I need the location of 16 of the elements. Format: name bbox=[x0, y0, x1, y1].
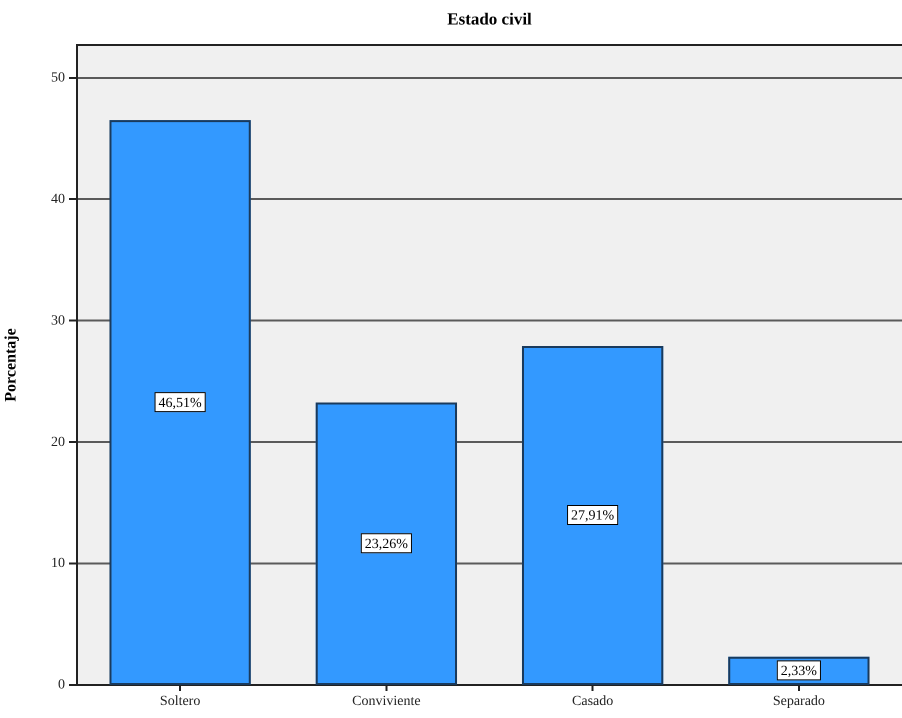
data-label: 2,33% bbox=[780, 664, 818, 680]
data-label: 46,51% bbox=[158, 396, 202, 411]
y-tick-label: 0 bbox=[58, 678, 65, 693]
x-tick-label: Soltero bbox=[160, 694, 200, 710]
x-tick-label: Separado bbox=[772, 694, 825, 710]
y-tick-label: 40 bbox=[51, 192, 65, 207]
data-label: 23,26% bbox=[364, 536, 408, 552]
x-tick-label: Casado bbox=[572, 694, 614, 710]
y-tick-label: 20 bbox=[51, 434, 65, 450]
y-tick-label: 10 bbox=[51, 556, 65, 572]
chart-title: Estado civil bbox=[447, 9, 532, 28]
x-tick-label: Conviviente bbox=[352, 694, 421, 710]
y-tick-label: 30 bbox=[51, 313, 65, 328]
data-label: 27,91% bbox=[571, 508, 615, 524]
y-tick-label: 50 bbox=[51, 70, 65, 86]
y-axis-title: Porcentaje bbox=[2, 328, 20, 402]
